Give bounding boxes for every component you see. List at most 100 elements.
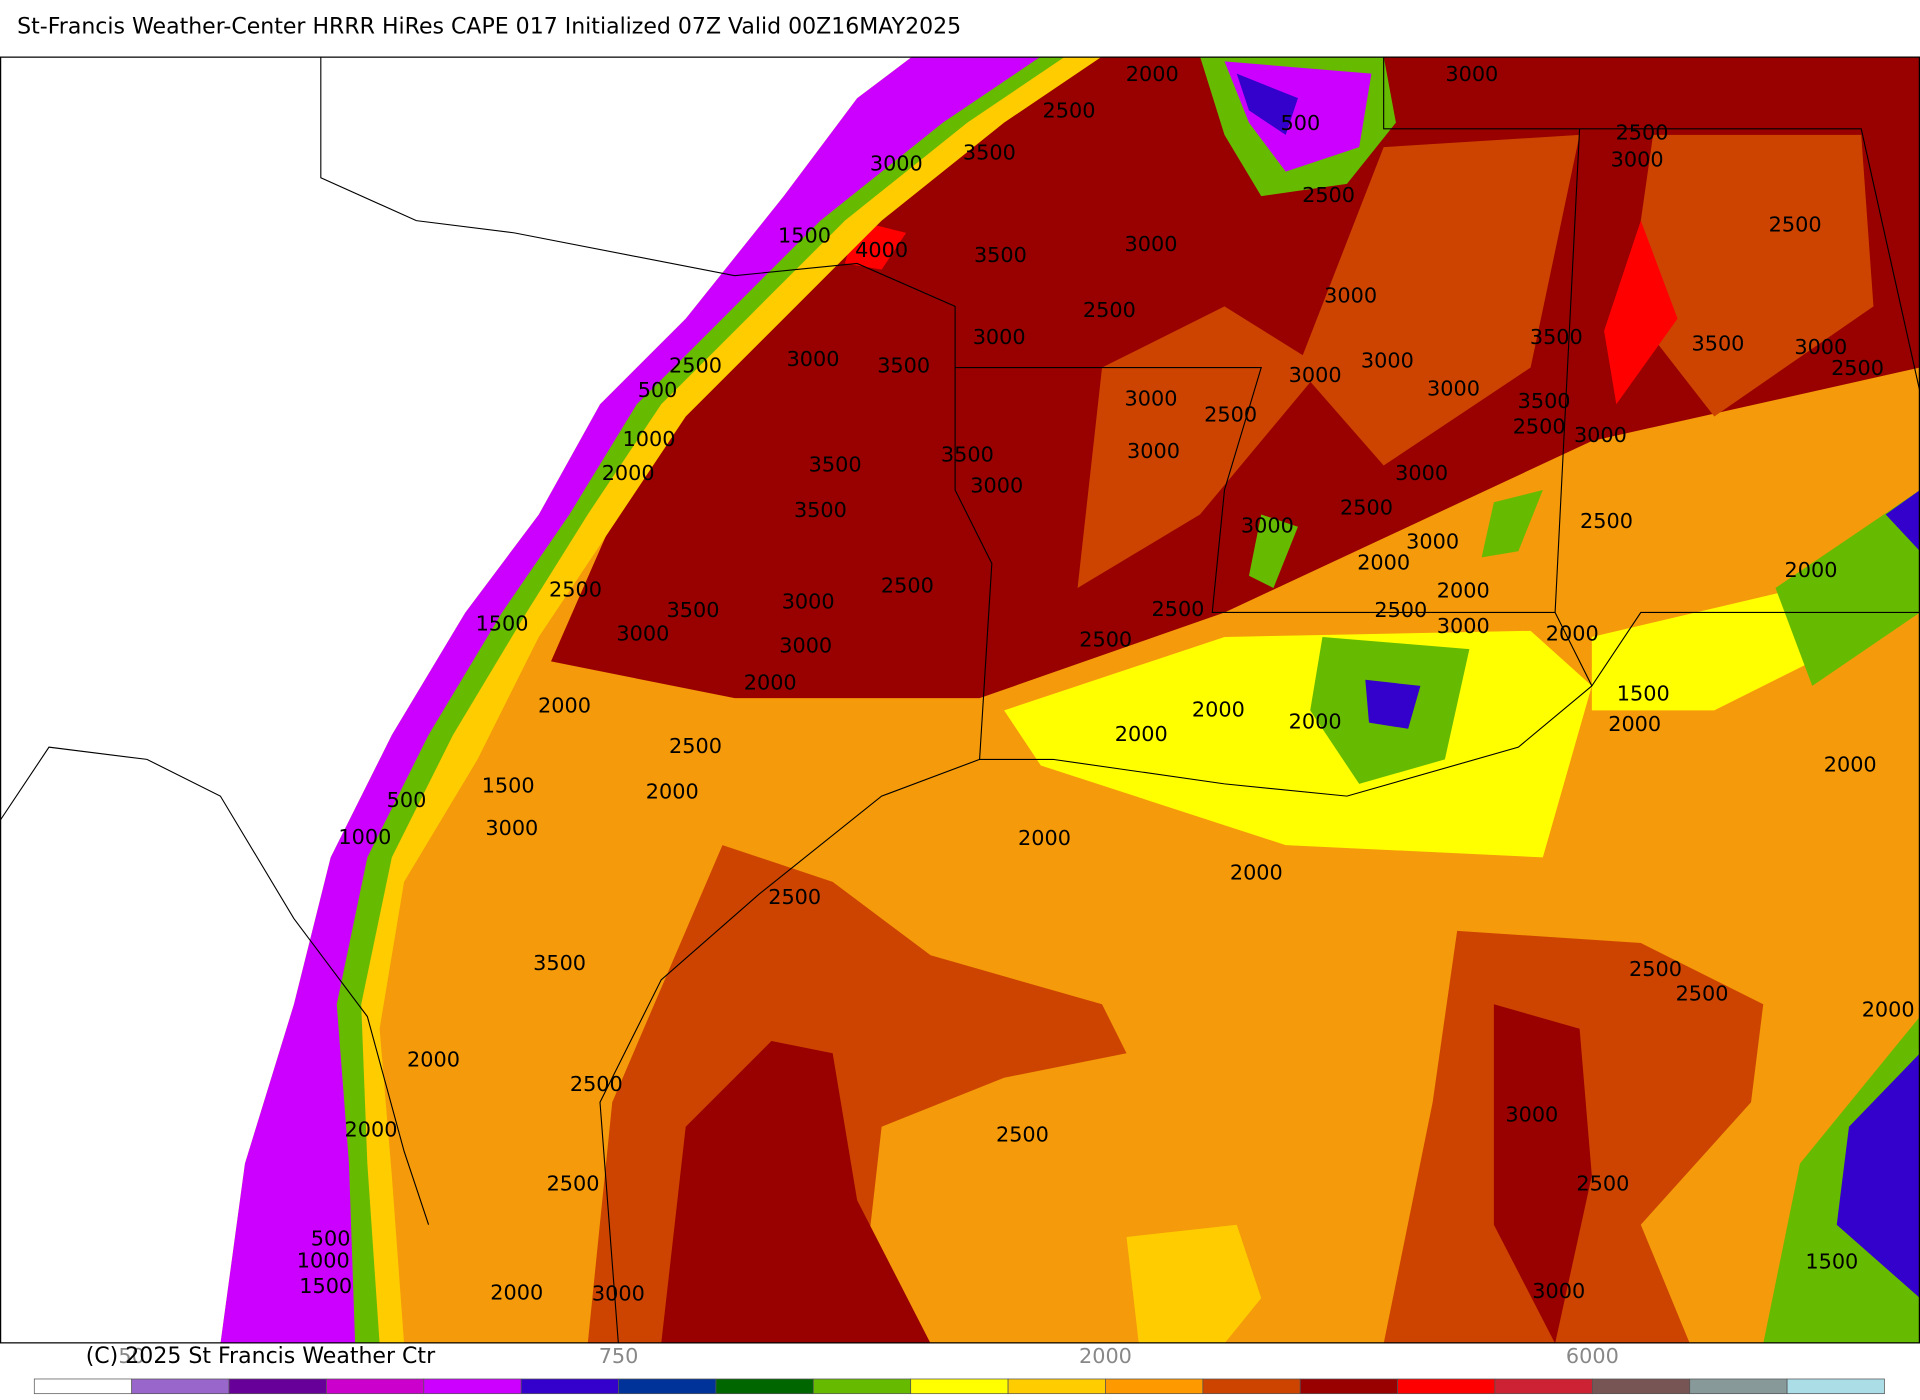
copyright: (C) 2025 St Francis Weather Ctr — [86, 1344, 436, 1369]
colorbar-swatch — [1202, 1378, 1301, 1395]
contour-label: 3000 — [1241, 514, 1294, 538]
contour-label: 2000 — [1608, 712, 1661, 736]
contour-label: 2500 — [1083, 298, 1136, 322]
contour-label: 3000 — [1125, 232, 1178, 256]
contour-label: 2500 — [768, 885, 821, 909]
contour-label: 2000 — [744, 670, 797, 694]
contour-label: 2000 — [1289, 710, 1342, 734]
contour-label: 3000 — [616, 621, 669, 645]
contour-label: 3500 — [1530, 325, 1583, 349]
contour-label: 3500 — [794, 498, 847, 522]
colorbar-label: 6000 — [1566, 1344, 1619, 1368]
cape-high — [661, 1004, 1592, 1344]
colorbar-swatch — [618, 1378, 717, 1395]
contour-label: 2500 — [1302, 183, 1355, 207]
contour-label: 3000 — [1794, 335, 1847, 359]
contour-label: 2000 — [407, 1048, 460, 1072]
colorbar-swatch — [326, 1378, 425, 1395]
contour-label: 3000 — [1395, 461, 1448, 485]
contour-label: 3500 — [974, 243, 1027, 267]
colorbar-swatch — [1786, 1378, 1885, 1395]
contour-label: 2500 — [549, 577, 602, 601]
colorbar-swatch — [1397, 1378, 1496, 1395]
contour-label: 1000 — [297, 1248, 350, 1272]
colorbar-label: 2000 — [1079, 1344, 1132, 1368]
contour-label: 2000 — [1357, 550, 1410, 574]
contour-label: 3000 — [1445, 62, 1498, 86]
contour-label: 1000 — [623, 427, 676, 451]
map-frame — [0, 56, 1920, 1344]
contour-label: 3000 — [1289, 363, 1342, 387]
contour-label: 3000 — [1125, 386, 1178, 410]
contour-label: 2000 — [1785, 558, 1838, 582]
contour-label: 3000 — [1505, 1103, 1558, 1127]
cape-low — [220, 56, 1041, 1344]
contour-label: 3000 — [1324, 284, 1377, 308]
contour-label: 3000 — [1427, 377, 1480, 401]
colorbar: 50 750 2000 6000 — [33, 1344, 1885, 1395]
colorbar-swatch — [1591, 1378, 1691, 1395]
contour-label: 2500 — [669, 353, 722, 377]
colorbar-swatch — [423, 1378, 522, 1395]
contour-label: 3000 — [1361, 348, 1414, 372]
cape-band — [1248, 490, 1920, 784]
contour-label: 3000 — [1532, 1279, 1585, 1303]
contour-label: 3500 — [533, 951, 586, 975]
contour-label: 2000 — [1824, 753, 1877, 777]
contour-label: 3000 — [970, 473, 1023, 497]
colorbar-swatch — [1299, 1378, 1398, 1395]
contour-label: 2500 — [1043, 99, 1096, 123]
contour-label: 3000 — [782, 590, 835, 614]
contour-label: 3500 — [1691, 331, 1744, 355]
contour-label: 2500 — [1374, 598, 1427, 622]
contour-label: 500 — [311, 1226, 351, 1250]
contour-label: 2500 — [881, 574, 934, 598]
contour-label: 3500 — [1518, 389, 1571, 413]
cape-band — [587, 845, 1764, 1344]
contour-label: 2500 — [547, 1171, 600, 1195]
contour-label: 2500 — [1769, 213, 1822, 237]
contour-label: 3500 — [667, 598, 720, 622]
contour-label: 2500 — [1629, 957, 1682, 981]
colorbar-swatch — [520, 1378, 619, 1395]
contour-label: 2000 — [490, 1280, 543, 1304]
contour-label: 2000 — [1115, 722, 1168, 746]
contour-label: 2000 — [646, 779, 699, 803]
contour-label: 3000 — [779, 634, 832, 658]
contour-label: 1000 — [338, 825, 391, 849]
contour-label: 3000 — [1574, 423, 1627, 447]
contour-label: 3500 — [809, 453, 862, 477]
contour-label: 2500 — [1340, 495, 1393, 519]
state-borders — [0, 56, 1920, 1344]
contour-label: 3000 — [592, 1281, 645, 1305]
contour-label: 3500 — [941, 443, 994, 467]
contour-label: 2000 — [1230, 860, 1283, 884]
contour-label: 3000 — [1437, 614, 1490, 638]
contour-label: 3500 — [877, 353, 930, 377]
contour-label: 3000 — [870, 151, 923, 175]
contour-label: 3000 — [485, 816, 538, 840]
title: St-Francis Weather-Center HRRR HiRes CAP… — [17, 14, 961, 39]
contour-label: 1500 — [1617, 681, 1670, 705]
contour-label: 1500 — [476, 612, 529, 636]
colorbar-swatch — [131, 1378, 230, 1395]
colorbar-swatch — [1105, 1378, 1204, 1395]
contour-label: 2000 — [345, 1117, 398, 1141]
contour-label: 2000 — [1862, 997, 1915, 1021]
contour-label: 500 — [638, 378, 678, 402]
contour-label: 2500 — [570, 1072, 623, 1096]
contour-label: 500 — [1281, 111, 1321, 135]
cape-low — [1836, 1053, 1920, 1299]
contour-label: 2000 — [1546, 621, 1599, 645]
contour-label: 4000 — [855, 238, 908, 262]
contour-label: 2500 — [1079, 628, 1132, 652]
contour-label: 3000 — [1127, 439, 1180, 463]
colorbar-swatch — [228, 1378, 327, 1395]
colorbar-swatch — [1494, 1378, 1593, 1395]
contour-label: 2500 — [996, 1122, 1049, 1146]
colorbar-swatch — [812, 1378, 912, 1395]
contour-label: 2500 — [1676, 981, 1729, 1005]
